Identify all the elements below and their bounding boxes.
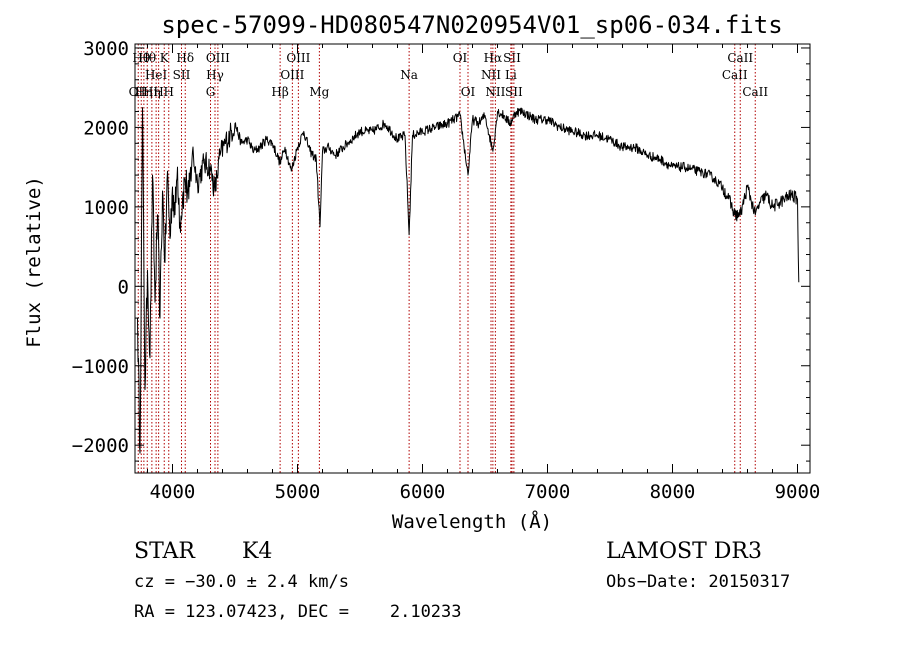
line-label-4: Hη (143, 85, 161, 99)
x-tick-label-0: 4000 (150, 481, 196, 503)
line-label-26: SII (505, 85, 523, 99)
y-tick-label-2: 0 (118, 276, 129, 298)
line-label-27: CaII (722, 68, 748, 82)
line-label-28: CaII (727, 51, 753, 65)
line-label-12: Hγ (206, 68, 224, 82)
chart-title: spec-57099-HD080547N020954V01_sp06-034.f… (161, 11, 782, 39)
line-label-5: HeI (145, 68, 168, 82)
line-label-14: Hβ (271, 85, 288, 99)
y-tick-label-0: −2000 (72, 435, 129, 457)
x-tick-label-3: 7000 (525, 481, 571, 503)
spectrum-line (137, 107, 800, 454)
line-label-24: Li (505, 68, 517, 82)
line-label-23: NII (485, 85, 505, 99)
line-label-8: H (164, 85, 174, 99)
line-label-29: CaII (742, 85, 768, 99)
line-label-7: K (160, 51, 170, 65)
object-class: STAR (134, 539, 195, 564)
y-tick-label-5: 3000 (83, 38, 129, 60)
y-axis-label: Flux (relative) (23, 176, 45, 348)
line-label-10: Hδ (176, 51, 194, 65)
line-label-1: Hθ (132, 51, 150, 65)
redshift-cz: cz = −30.0 ± 2.4 km/s (134, 572, 349, 592)
line-label-13: OIII (206, 51, 230, 65)
line-label-19: OI (453, 51, 468, 65)
x-tick-label-2: 6000 (400, 481, 446, 503)
x-tick-label-5: 9000 (775, 481, 821, 503)
line-label-9: SII (173, 68, 191, 82)
spectrum-marks: OII Hθ Hη Hθ Hη HeI H K H SII Hδ G Hγ OIII Hβ OIII OIII M… (72, 38, 821, 503)
line-label-3: Hθ (138, 51, 156, 65)
observation-date: Obs−Date: 20150317 (606, 572, 791, 592)
line-label-2: Hη (135, 85, 153, 99)
ra-dec-coordinates: RA = 123.07423, DEC = 2.10233 (134, 602, 462, 622)
line-label-21: NII (481, 68, 501, 82)
plot-frame (134, 43, 811, 474)
y-tick-label-3: 1000 (83, 197, 129, 219)
x-tick-label-1: 5000 (275, 481, 321, 503)
line-label-18: Na (400, 68, 418, 82)
line-label-25: SII (503, 51, 521, 65)
line-label-11: G (206, 85, 216, 99)
x-tick-label-4: 8000 (650, 481, 696, 503)
line-label-0: OII (129, 85, 149, 99)
line-label-20: OI (461, 85, 476, 99)
line-label-15: OIII (280, 68, 304, 82)
line-label-17: Mg (309, 85, 329, 99)
y-tick-label-1: −1000 (72, 356, 129, 378)
line-label-22: Hα (484, 51, 503, 65)
line-label-6: H (153, 85, 163, 99)
line-label-16: OIII (286, 51, 310, 65)
object-subclass: K4 (242, 539, 273, 564)
survey-label: LAMOST DR3 (606, 539, 762, 564)
x-axis-label: Wavelength (Å) (392, 510, 552, 533)
y-tick-label-4: 2000 (83, 117, 129, 139)
